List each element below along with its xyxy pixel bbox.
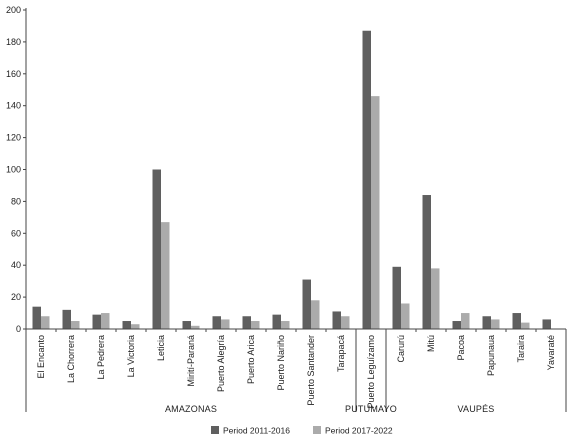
y-tick-label: 100 [6,165,21,175]
bar-period-2017-2022 [191,325,200,329]
bar-period-2011-2016 [452,321,461,329]
bar-period-2011-2016 [542,319,551,329]
bar-period-2011-2016 [152,169,161,329]
bar-period-2017-2022 [371,96,380,329]
bar-period-2011-2016 [512,313,521,329]
bar-period-2011-2016 [212,316,221,329]
x-category-label: Puerto Leguízamo [366,335,376,409]
x-category-label: Tarapacá [336,335,346,372]
bar-period-2011-2016 [182,321,191,329]
bar-period-2017-2022 [131,324,140,329]
x-category-label: El Encanto [36,335,46,379]
bar-period-2017-2022 [101,313,110,329]
bar-period-2011-2016 [32,306,41,329]
y-tick-label: 200 [6,5,21,15]
bar-period-2011-2016 [482,316,491,329]
legend-swatch [313,426,321,434]
bar-period-2017-2022 [521,322,530,329]
bar-period-2017-2022 [161,222,170,329]
bar-period-2017-2022 [281,321,290,329]
bar-period-2011-2016 [62,309,71,329]
bar-period-2017-2022 [251,321,260,329]
y-tick-label: 180 [6,37,21,47]
x-category-label: Pacoa [456,335,466,361]
y-tick-label: 160 [6,69,21,79]
bar-period-2017-2022 [71,321,80,329]
group-label: VAUPÉS [457,404,494,414]
y-tick-label: 60 [11,228,21,238]
bar-period-2011-2016 [272,314,281,329]
bar-period-2017-2022 [221,319,230,329]
bar-period-2017-2022 [341,316,350,329]
bar-period-2011-2016 [392,266,401,329]
bars [32,30,551,330]
x-category-label: Carurú [396,335,406,363]
legend-label: Period 2011-2016 [223,426,290,436]
y-tick-label: 20 [11,292,21,302]
group-label: PUTUMAYO [345,404,397,414]
group-label: AMAZONAS [165,404,217,414]
bar-period-2011-2016 [362,30,371,330]
x-category-label: Taraira [516,335,526,363]
bar-period-2017-2022 [431,268,440,329]
bar-period-2011-2016 [422,195,431,329]
x-axis: El Encanto La Chorrera La Pedrera La Victor… [25,328,567,409]
x-category-label: Papunaua [486,335,496,376]
x-category-label: Mitú [426,335,436,352]
x-category-label: Puerto Alegría [216,335,226,392]
bar-period-2011-2016 [302,279,311,329]
x-category-label: Puerto Nariño [276,335,286,391]
legend-label: Period 2017-2022 [325,426,393,436]
x-category-label: La Victoria [126,335,136,377]
x-category-label: Leticia [156,335,166,361]
y-tick-label: 120 [6,133,21,143]
x-category-label: La Chorrera [66,335,76,383]
x-category-label: Yavaraté [546,335,556,370]
legend: Period 2011-2016 Period 2017-2022 [211,426,393,436]
bar-period-2011-2016 [122,321,131,329]
bar-period-2011-2016 [332,311,341,329]
bar-period-2011-2016 [92,314,101,329]
region-groups: AMAZONAS PUTUMAYO VAUPÉS [25,329,567,414]
bar-period-2017-2022 [491,319,500,329]
x-category-label: Puerto Arica [246,335,256,384]
x-category-label: Mirití-Paraná [186,335,196,387]
y-axis: 0 20 40 60 80 100 120 140 160 180 200 [6,5,27,334]
x-category-label: La Pedrera [96,335,106,380]
x-category-label: Puerto Santander [306,335,316,406]
legend-swatch [211,426,219,434]
y-tick-label: 0 [16,324,21,334]
bar-period-2017-2022 [461,313,470,329]
bar-period-2011-2016 [242,316,251,329]
bar-period-2017-2022 [311,300,320,329]
y-tick-label: 80 [11,196,21,206]
y-tick-label: 40 [11,260,21,270]
bar-period-2017-2022 [41,316,50,329]
bar-period-2017-2022 [401,303,410,329]
y-tick-label: 140 [6,101,21,111]
